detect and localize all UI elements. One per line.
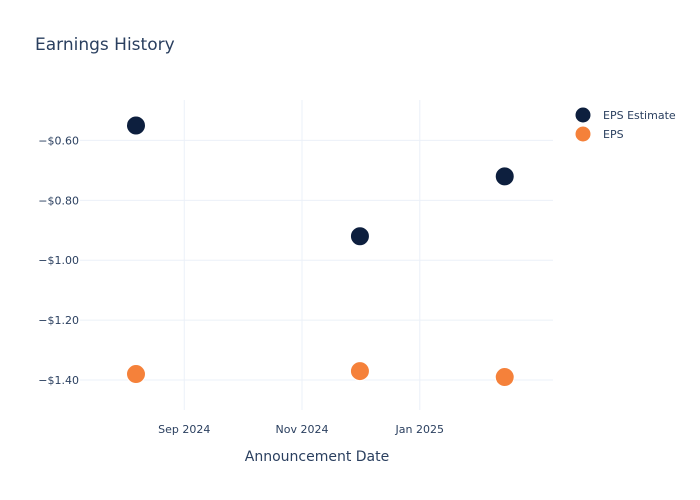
- axis-ticks: −$0.60 −$0.80 −$1.00 −$1.20 −$1.40 Sep 2024 No…: [38, 134, 444, 436]
- data-point: [125, 115, 146, 136]
- x-tick-label: Nov 2024: [276, 423, 329, 436]
- data-point: [125, 364, 146, 385]
- series-eps-estimate: [125, 115, 515, 247]
- legend: EPS Estimate EPS: [574, 106, 676, 143]
- data-point: [349, 226, 370, 247]
- x-tick-label: Jan 2025: [395, 423, 444, 436]
- x-axis-title: Announcement Date: [245, 449, 389, 465]
- chart-title: Earnings History: [35, 35, 175, 55]
- grid: [80, 100, 553, 410]
- legend-marker: [574, 125, 592, 143]
- y-tick-label: −$1.00: [38, 254, 79, 267]
- data-point: [494, 367, 515, 388]
- data-points: [125, 115, 515, 388]
- legend-label: EPS Estimate: [603, 109, 676, 122]
- y-tick-label: −$1.20: [38, 314, 79, 327]
- y-tick-label: −$1.40: [38, 374, 79, 387]
- series-eps: [125, 361, 515, 388]
- y-tick-label: −$0.80: [38, 194, 79, 207]
- legend-marker: [574, 106, 592, 124]
- legend-label: EPS: [603, 128, 624, 141]
- x-tick-label: Sep 2024: [158, 423, 210, 436]
- data-point: [494, 166, 515, 187]
- data-point: [349, 361, 370, 382]
- y-tick-label: −$0.60: [38, 134, 79, 147]
